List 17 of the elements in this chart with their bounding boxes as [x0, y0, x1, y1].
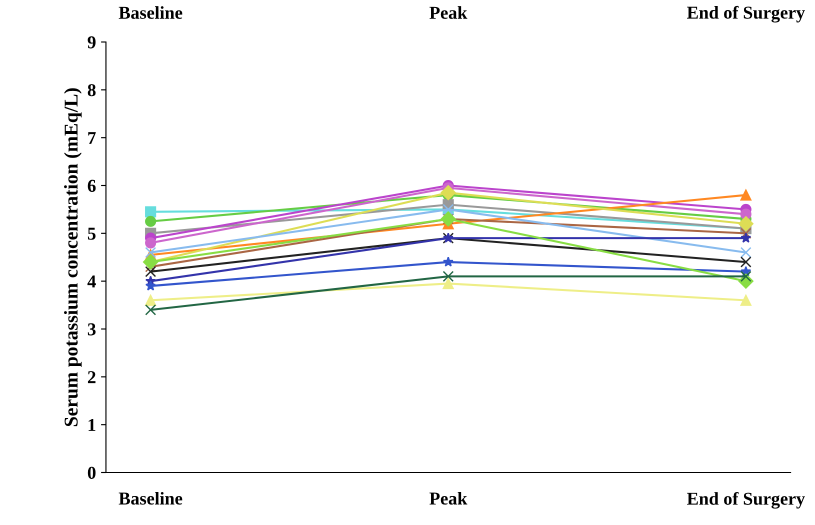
y-tick-label: 4	[87, 276, 96, 288]
y-axis-title: Serum potassium concentration (mEq/L)	[64, 88, 82, 426]
y-tick-label: 5	[88, 228, 96, 240]
y-tick-label: 6	[88, 180, 96, 192]
x-tick-label: Baseline	[118, 492, 182, 505]
y-tick-label: 1	[88, 419, 96, 431]
category-label: Baseline	[118, 6, 182, 19]
y-tick-label: 2	[88, 371, 96, 384]
y-tick-label: 9	[88, 36, 96, 48]
y-tick-label: 8	[88, 84, 96, 96]
y-tick-label: 0	[88, 466, 96, 479]
category-label: End of Surgery	[687, 6, 805, 23]
x-tick-label: Peak	[430, 492, 468, 505]
x-tick-label: End of Surgery	[687, 492, 805, 509]
y-tick-label: 3	[88, 323, 96, 336]
y-tick-label: 7	[88, 132, 96, 144]
category-label: Peak	[430, 6, 468, 19]
